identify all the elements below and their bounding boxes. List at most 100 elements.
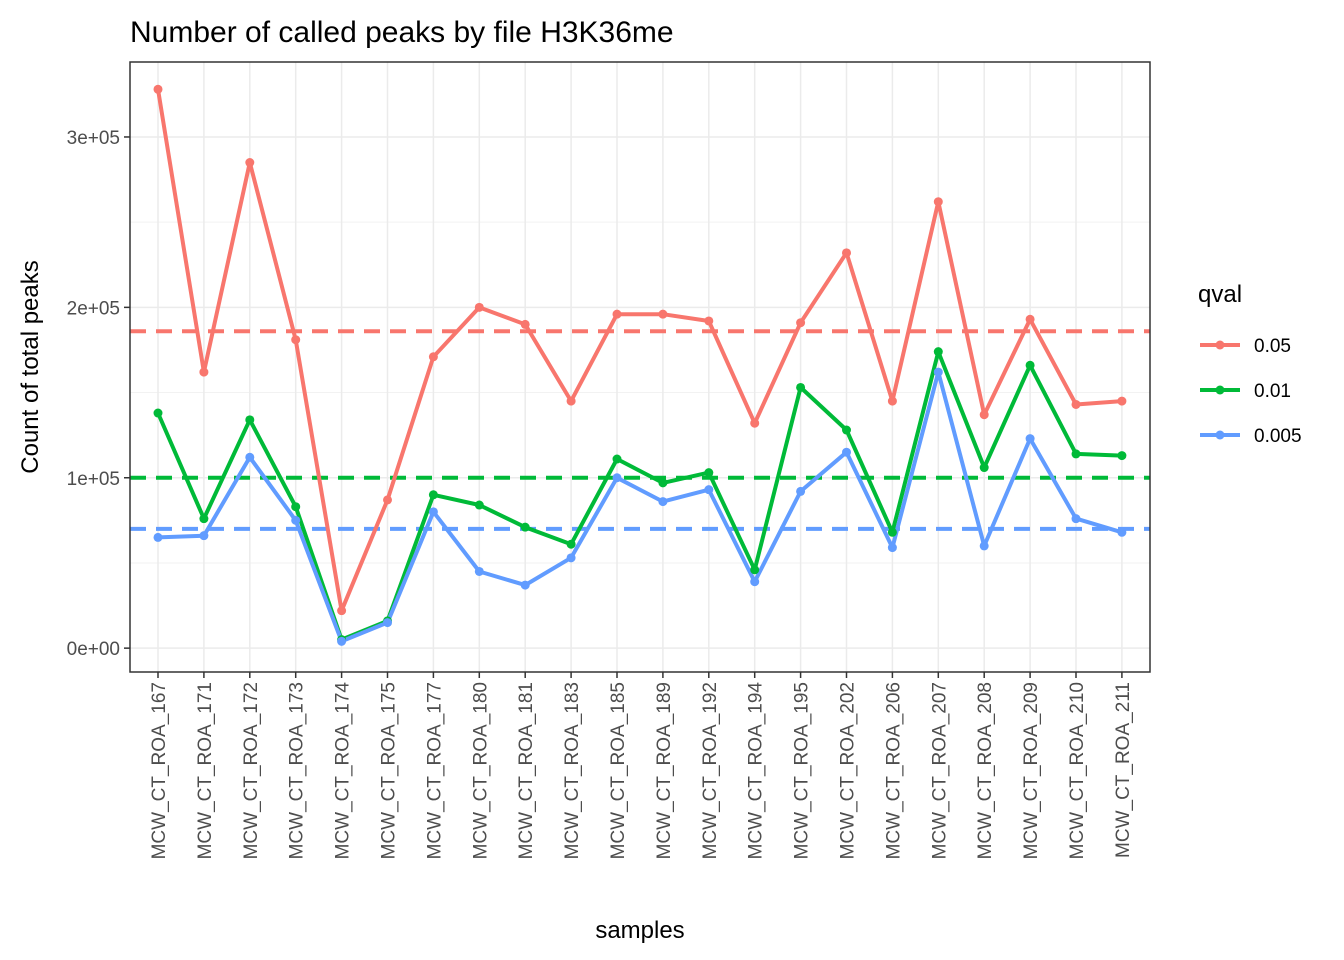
series-points (153, 84, 1127, 646)
data-point-0.01 (658, 478, 668, 488)
data-point-0.05 (1071, 399, 1081, 409)
y-tick-label: 2e+05 (67, 298, 120, 319)
legend: qval 0.05 0.01 0.005 (1198, 281, 1302, 447)
data-point-0.01 (199, 514, 209, 524)
x-tick-label: MCW_CT_ROA_174 (333, 682, 354, 860)
chart-title: Number of called peaks by file H3K36me (130, 16, 674, 49)
data-point-0.05 (337, 606, 347, 616)
data-point-0.01 (842, 425, 851, 435)
x-tick-label: MCW_CT_ROA_180 (470, 682, 491, 859)
plot-panel-background (130, 62, 1150, 672)
x-tick-label: MCW_CT_ROA_192 (700, 682, 721, 859)
data-point-0.05 (704, 316, 714, 326)
x-tick-label: MCW_CT_ROA_189 (654, 682, 675, 859)
x-tick-label: MCW_CT_ROA_172 (241, 682, 262, 859)
x-tick-label: MCW_CT_ROA_210 (1067, 682, 1088, 859)
y-tick-label: 1e+05 (67, 469, 120, 490)
data-point-0.05 (291, 335, 301, 345)
data-point-0.05 (979, 410, 989, 420)
data-point-0.01 (1071, 449, 1081, 459)
y-axis-title: Count of total peaks (17, 260, 44, 473)
data-point-0.01 (153, 408, 163, 418)
data-point-0.005 (245, 452, 255, 462)
x-tick-label: MCW_CT_ROA_194 (746, 682, 767, 860)
data-point-0.01 (750, 565, 760, 575)
y-tick-label: 0e+00 (67, 639, 120, 660)
data-point-0.01 (474, 500, 484, 510)
data-point-0.01 (887, 527, 897, 537)
data-point-0.05 (153, 84, 163, 94)
x-tick-label: MCW_CT_ROA_175 (379, 682, 400, 859)
x-tick-label: MCW_CT_ROA_207 (929, 682, 950, 859)
data-point-0.01 (979, 463, 989, 473)
series-line-0.05 (156, 88, 1123, 613)
data-point-0.005 (658, 497, 668, 507)
plot-panel-border (129, 61, 1151, 673)
data-point-0.005 (428, 507, 438, 517)
data-point-0.01 (566, 539, 576, 549)
data-point-0.01 (612, 454, 622, 464)
legend-items: 0.05 0.01 0.005 (1200, 336, 1302, 447)
data-point-0.005 (1025, 434, 1035, 444)
x-tick-label: MCW_CT_ROA_185 (608, 682, 629, 859)
data-point-0.005 (383, 618, 392, 628)
data-point-0.05 (428, 352, 438, 362)
legend-label-0.05: 0.05 (1254, 336, 1291, 357)
data-point-0.005 (796, 486, 806, 496)
data-point-0.01 (796, 382, 806, 392)
data-point-0.01 (933, 347, 943, 357)
legend-key-point-0.005 (1215, 430, 1225, 440)
x-tick-label: MCW_CT_ROA_202 (838, 682, 859, 859)
data-point-0.05 (933, 197, 943, 207)
data-point-0.05 (658, 309, 668, 319)
y-tick-label: 3e+05 (67, 128, 120, 149)
series-lines (156, 88, 1123, 644)
x-tick-label: MCW_CT_ROA_167 (149, 682, 170, 859)
data-point-0.005 (612, 473, 622, 483)
data-point-0.01 (291, 502, 301, 512)
legend-label-0.005: 0.005 (1254, 426, 1302, 447)
data-point-0.005 (887, 543, 897, 553)
data-point-0.05 (474, 302, 484, 312)
data-point-0.05 (612, 309, 622, 319)
data-point-0.05 (1117, 396, 1127, 406)
data-point-0.05 (750, 418, 760, 428)
x-tick-label: MCW_CT_ROA_211 (1113, 682, 1134, 858)
data-point-0.005 (566, 553, 576, 563)
legend-key-point-0.05 (1215, 340, 1225, 350)
x-axis-title: samples (595, 917, 684, 944)
data-point-0.01 (704, 468, 714, 478)
data-point-0.05 (199, 367, 209, 377)
data-point-0.005 (474, 566, 484, 576)
data-point-0.05 (887, 396, 897, 406)
x-tick-label: MCW_CT_ROA_173 (287, 682, 308, 859)
data-point-0.005 (704, 485, 714, 495)
y-axis: 0e+00 1e+05 2e+05 3e+05 (67, 128, 130, 660)
data-point-0.005 (291, 515, 301, 525)
data-point-0.05 (520, 319, 530, 329)
x-tick-label: MCW_CT_ROA_209 (1021, 682, 1042, 859)
x-tick-label: MCW_CT_ROA_177 (424, 682, 445, 859)
x-tick-label: MCW_CT_ROA_195 (792, 682, 813, 859)
x-tick-label: MCW_CT_ROA_206 (883, 682, 904, 859)
data-point-0.005 (520, 580, 530, 590)
series-line-0.005 (157, 370, 1123, 644)
data-point-0.05 (383, 495, 392, 505)
x-axis: MCW_CT_ROA_167 MCW_CT_ROA_171 MCW_CT_ROA_1… (149, 672, 1134, 859)
x-tick-label: MCW_CT_ROA_208 (975, 682, 996, 859)
legend-key-point-0.01 (1215, 385, 1225, 395)
data-point-0.005 (842, 447, 851, 457)
x-tick-label: MCW_CT_ROA_181 (516, 682, 537, 859)
data-point-0.05 (796, 318, 806, 328)
legend-label-0.01: 0.01 (1254, 381, 1291, 402)
data-point-0.005 (979, 541, 989, 551)
data-point-0.005 (1117, 527, 1127, 537)
data-point-0.01 (245, 415, 255, 425)
data-point-0.05 (842, 248, 851, 258)
x-tick-label: MCW_CT_ROA_171 (195, 682, 216, 859)
data-point-0.005 (199, 531, 209, 541)
data-point-0.005 (337, 636, 347, 646)
data-point-0.05 (566, 396, 576, 406)
data-point-0.01 (1025, 360, 1035, 370)
